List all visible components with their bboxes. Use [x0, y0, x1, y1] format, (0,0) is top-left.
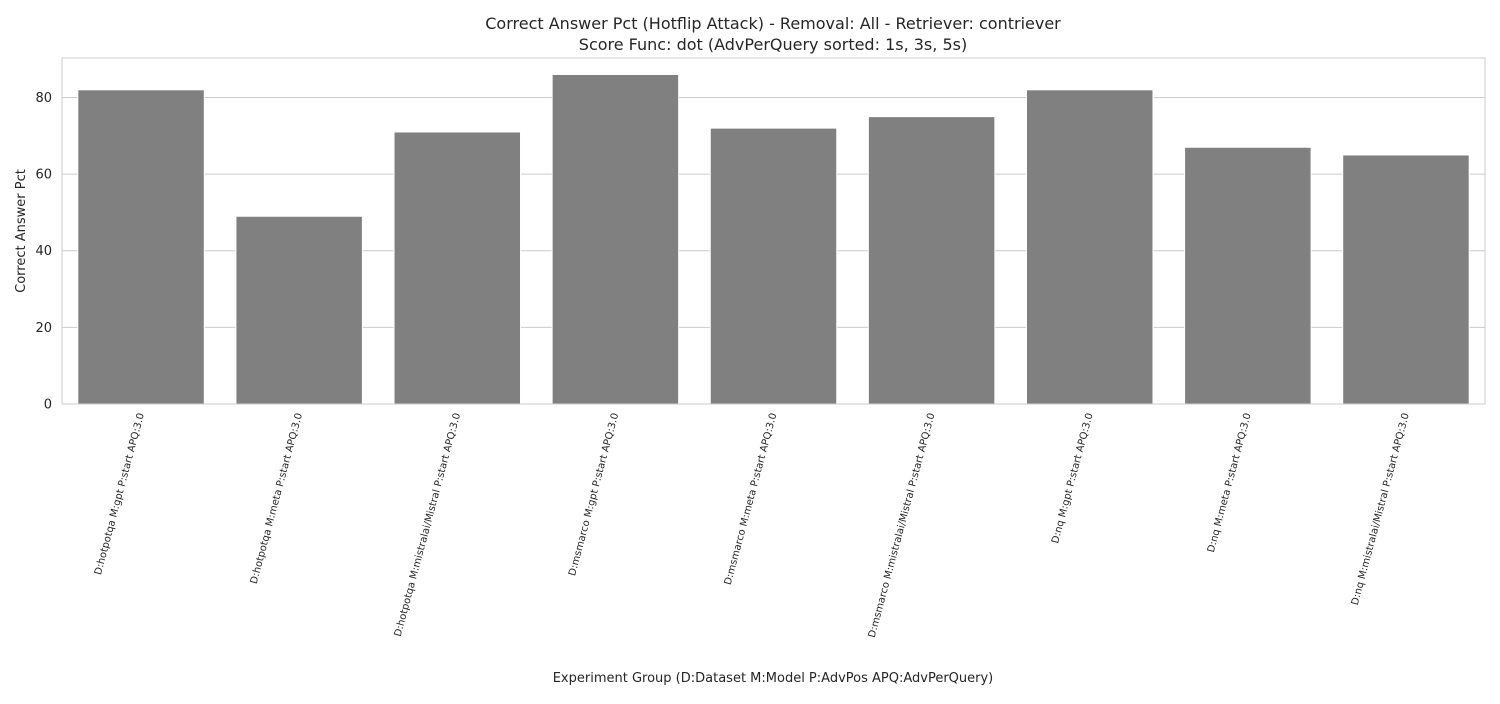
bar: [1025, 89, 1154, 405]
x-tick-label: D:hotpotqa M:gpt P:start APQ:3.0: [93, 412, 147, 576]
bar: [393, 131, 522, 405]
bar: [1342, 154, 1470, 405]
y-tick-label: 40: [35, 244, 52, 259]
bar: [551, 73, 680, 405]
x-tick-label: D:hotpotqa M:meta P:start APQ:3.0: [249, 412, 305, 585]
bar: [867, 116, 996, 405]
bar-layer: [77, 73, 1470, 405]
y-axis-title: Correct Answer Pct: [14, 169, 29, 293]
chart-subtitle: Score Func: dot (AdvPerQuery sorted: 1s,…: [579, 35, 967, 54]
x-tick-label: D:msmarco M:mistralai/Mistral P:start AP…: [867, 412, 938, 639]
plot-frame: [61, 57, 1486, 405]
y-tick-label: 20: [35, 321, 52, 336]
x-tick-label: D:msmarco M:meta P:start APQ:3.0: [723, 412, 780, 586]
bar: [1184, 146, 1312, 405]
y-tick-label: 80: [35, 91, 52, 106]
y-tick-label: 60: [35, 168, 52, 183]
bar: [709, 127, 838, 405]
chart-title: Correct Answer Pct (Hotflip Attack) - Re…: [485, 14, 1061, 33]
x-tick-label: D:nq M:gpt P:start APQ:3.0: [1050, 412, 1095, 545]
bar: [77, 89, 205, 405]
x-tick-label: D:hotpotqa M:mistralai/Mistral P:start A…: [393, 412, 463, 638]
x-tick-label: D:msmarco M:gpt P:start APQ:3.0: [567, 412, 621, 577]
x-tick-labels: D:hotpotqa M:gpt P:start APQ:3.0 D:hotpot…: [93, 412, 1412, 639]
bar: [235, 215, 363, 405]
x-tick-label: D:nq M:meta P:start APQ:3.0: [1206, 412, 1254, 554]
y-tick-labels: 0 20 40 60 80: [35, 91, 52, 413]
x-tick-label: D:nq M:mistralai/Mistral P:start APQ:3.0: [1350, 412, 1412, 607]
x-axis-title: Experiment Group (D:Dataset M:Model P:Ad…: [553, 671, 994, 686]
y-tick-label: 0: [44, 398, 52, 413]
